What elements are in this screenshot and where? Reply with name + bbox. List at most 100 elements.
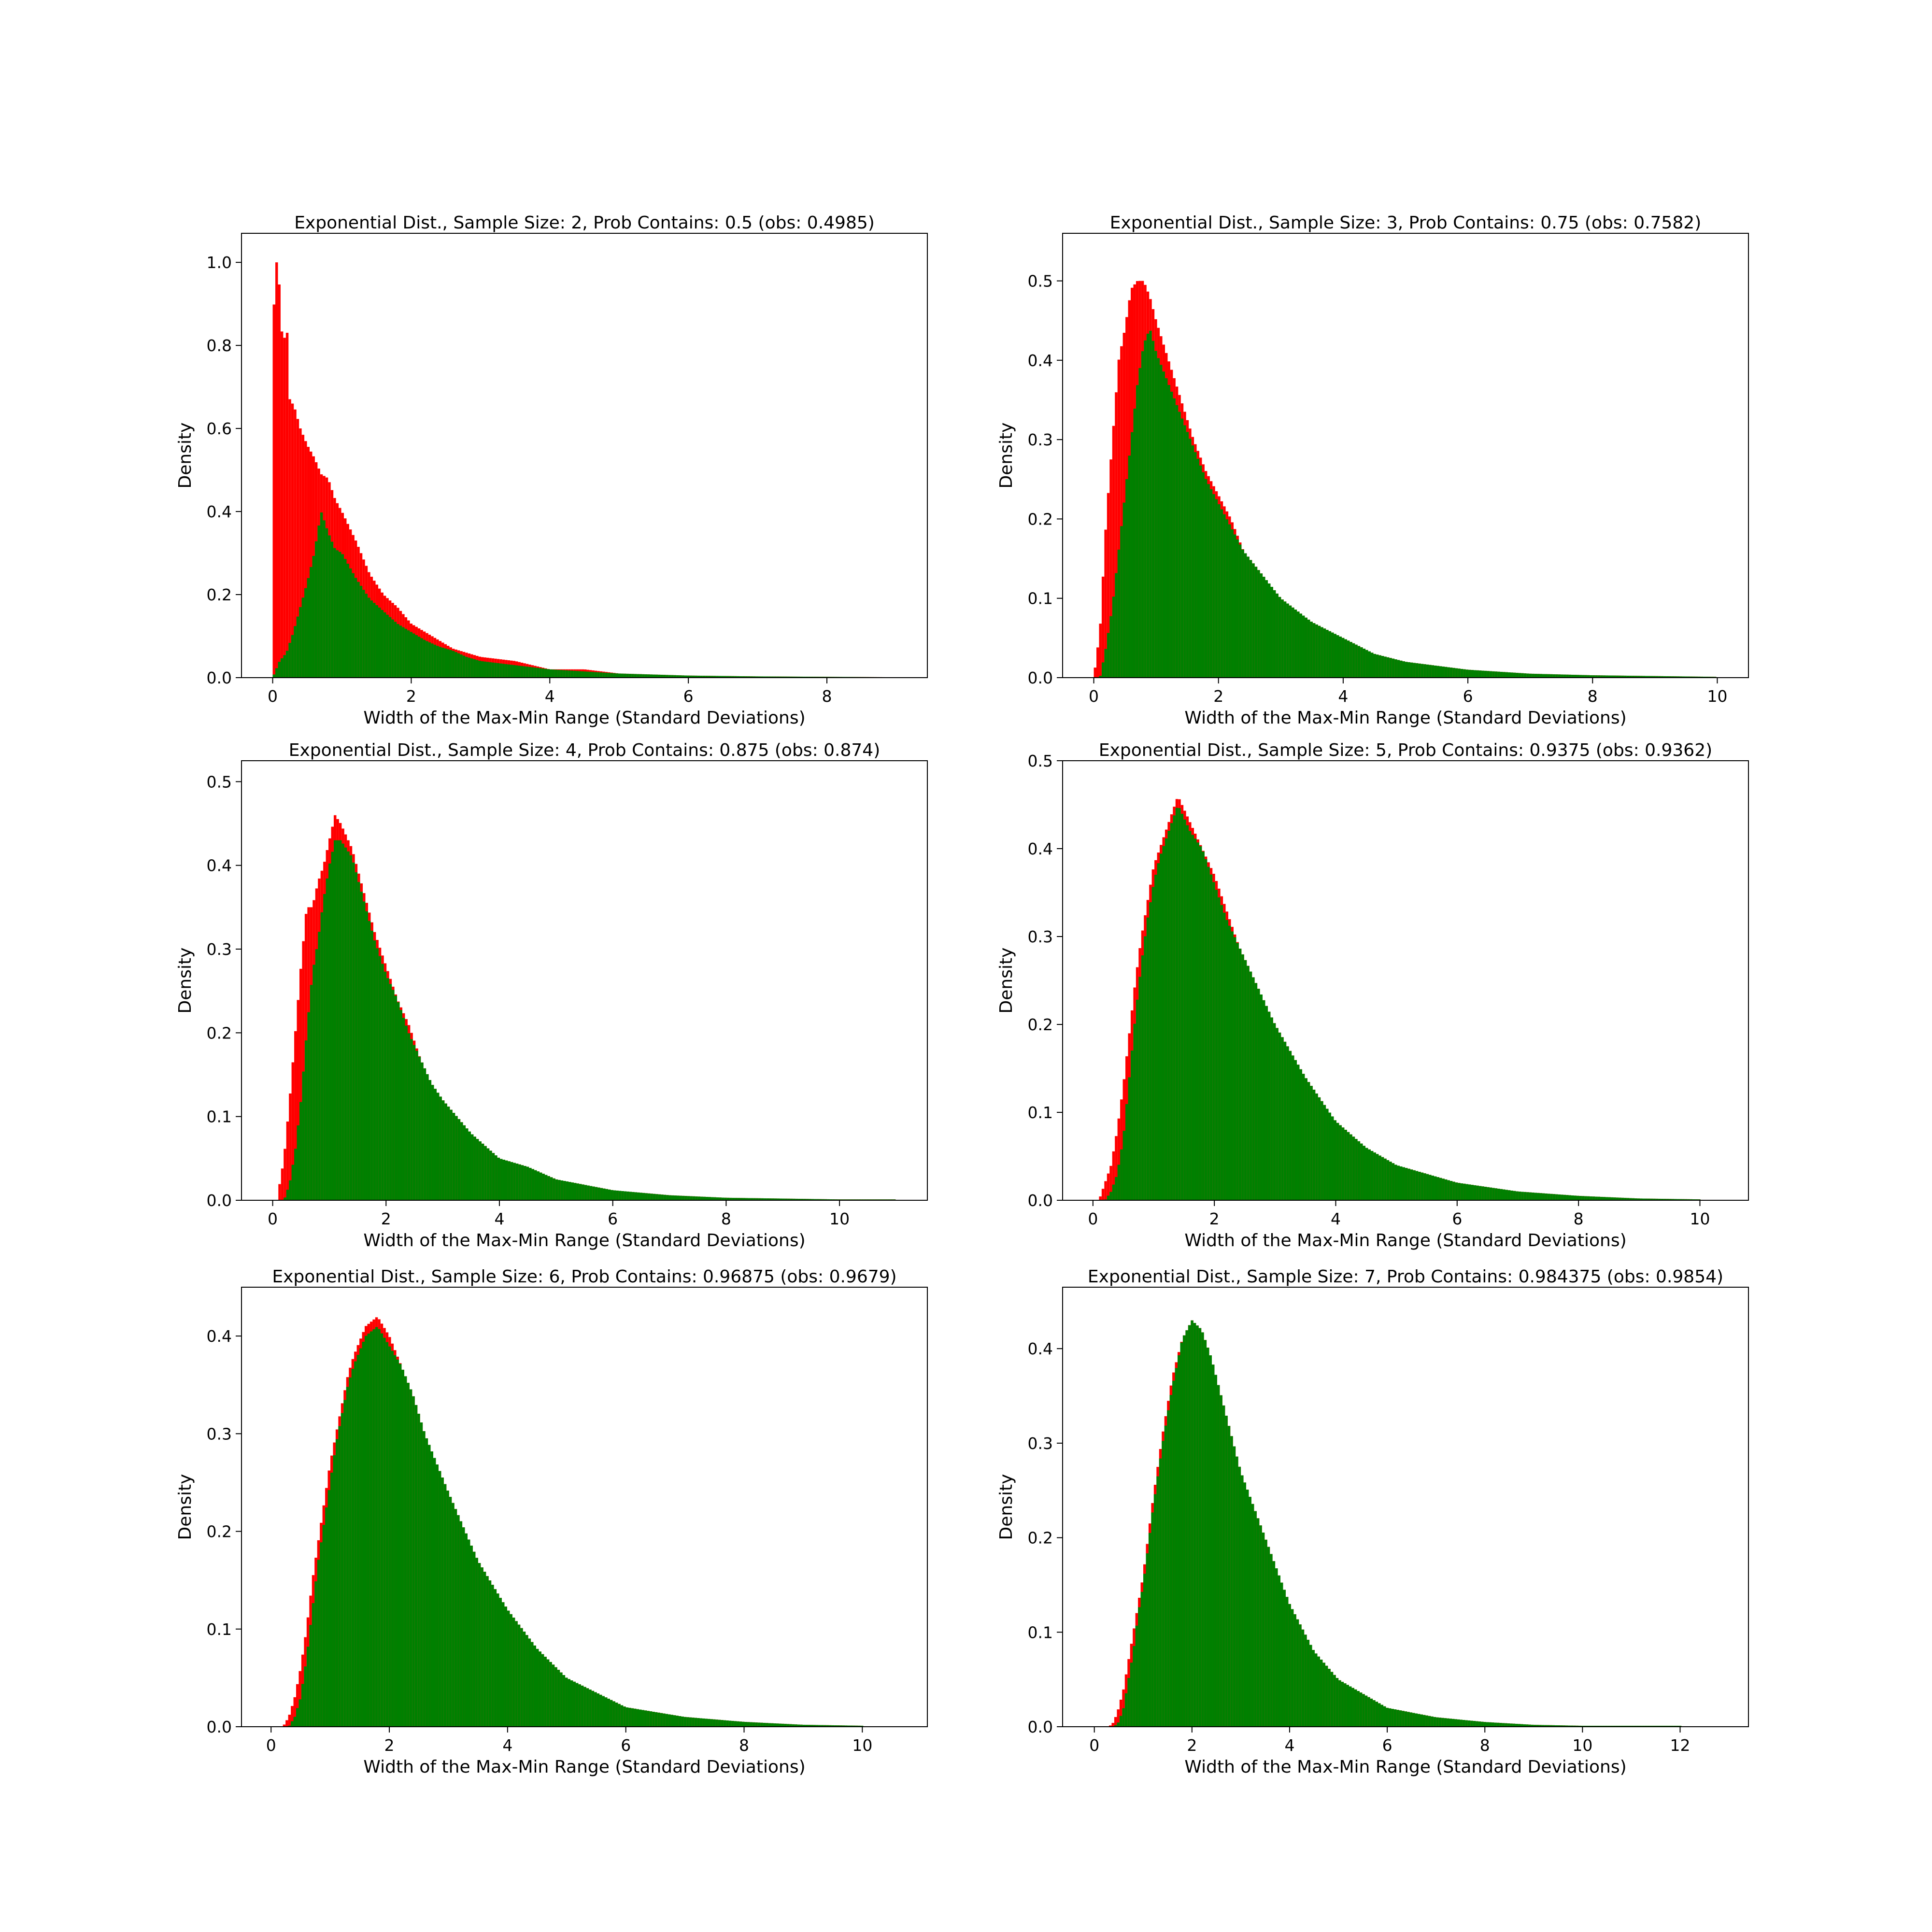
histogram-bar [1422, 1715, 1426, 1727]
histogram-bar [553, 1178, 555, 1200]
histogram-bar [518, 1164, 521, 1200]
histogram-bar [679, 1195, 682, 1201]
histogram-bar [721, 676, 724, 678]
histogram-bar [676, 675, 679, 678]
histogram-bar [1218, 504, 1221, 678]
histogram-bar [763, 1722, 766, 1727]
histogram-bar [655, 674, 658, 678]
histogram-bar [1481, 1721, 1484, 1727]
histogram-bar [1402, 661, 1406, 678]
histogram-bar [284, 1197, 286, 1200]
histogram-bar [1592, 675, 1595, 678]
histogram-bar [1391, 1709, 1394, 1727]
histogram-bar [1336, 635, 1339, 678]
histogram-bar [1655, 676, 1659, 678]
histogram-bar [1592, 1196, 1595, 1200]
histogram-bar [520, 666, 524, 678]
histogram-bar [599, 672, 603, 678]
y-tick-label: 0.1 [207, 1108, 232, 1126]
histogram-bar [1136, 999, 1139, 1200]
histogram-bar [684, 1196, 687, 1200]
histogram-bar [409, 1389, 412, 1727]
histogram-bar [1357, 1141, 1361, 1200]
histogram-bar [1397, 660, 1400, 678]
histogram-bar [1632, 676, 1635, 678]
histogram-bar [423, 1068, 426, 1200]
histogram-bar [378, 956, 382, 1200]
histogram-bar [1114, 1717, 1117, 1727]
histogram-bar [1280, 1582, 1283, 1727]
histogram-bar [1107, 1173, 1110, 1200]
histogram-bar [1658, 676, 1661, 678]
histogram-bar [426, 1074, 429, 1200]
histogram-bar [1637, 676, 1640, 678]
histogram-bar [647, 1711, 650, 1727]
histogram-bar [1428, 1716, 1431, 1727]
histogram-bar [1648, 1198, 1650, 1200]
histogram-bar [280, 658, 284, 678]
histogram-bar [1099, 676, 1102, 678]
histogram-bar [280, 331, 284, 678]
histogram-bar [1133, 1023, 1136, 1200]
histogram-bar [637, 674, 639, 678]
histogram-bar [639, 1709, 642, 1727]
histogram-bar [284, 1149, 286, 1200]
histogram-bar [750, 1198, 753, 1200]
histogram-bar [1531, 1724, 1534, 1727]
histogram-bar [757, 1722, 761, 1727]
histogram-bar [636, 1709, 639, 1727]
histogram-bar [1460, 668, 1463, 678]
histogram-bar [792, 1724, 795, 1727]
histogram-bar [1373, 1700, 1376, 1727]
histogram-bar [275, 262, 278, 678]
histogram-bar [1653, 676, 1656, 678]
histogram-bar [625, 1707, 629, 1727]
histogram-bar [1626, 676, 1630, 678]
histogram-bar [341, 1413, 344, 1727]
histogram-bar [359, 1348, 362, 1727]
histogram-bar [1413, 663, 1416, 678]
histogram-bar [1537, 1193, 1540, 1200]
histogram-bar [822, 1199, 824, 1200]
histogram-bar [1169, 1395, 1173, 1727]
histogram-bar [1272, 1561, 1276, 1727]
histogram-bar [444, 648, 447, 678]
histogram-bar [1679, 676, 1682, 678]
y-axis-label: Density [175, 1474, 195, 1540]
histogram-bar [1407, 662, 1410, 678]
histogram-bar [566, 1181, 569, 1200]
histogram-bar [373, 940, 376, 1200]
histogram-bar [320, 512, 323, 678]
histogram-bar [708, 1719, 710, 1727]
histogram-bar [460, 1122, 463, 1200]
histogram-bar [1305, 1078, 1307, 1200]
histogram-bar [1539, 1193, 1542, 1200]
histogram-bar [1328, 1112, 1332, 1200]
histogram-bar [787, 1198, 790, 1200]
histogram-bar [766, 1723, 768, 1727]
histogram-bar [1278, 1032, 1281, 1200]
histogram-bar [294, 1031, 297, 1200]
histogram-bar [592, 1186, 595, 1200]
histogram-bar [302, 1071, 305, 1200]
histogram-bar [723, 1720, 726, 1727]
histogram-bar [1273, 590, 1276, 678]
histogram-bar [470, 1546, 473, 1727]
histogram-bar [363, 901, 366, 1200]
histogram-bar [444, 1103, 447, 1200]
histogram-bar [447, 1107, 450, 1200]
histogram-bar [536, 1648, 539, 1727]
histogram-bar [1209, 489, 1213, 678]
histogram-bar [1135, 1625, 1138, 1727]
histogram-bar [1610, 1197, 1614, 1200]
histogram-bar [489, 1151, 492, 1200]
histogram-bar [726, 676, 729, 678]
histogram-bar [618, 1191, 622, 1200]
histogram-bar [850, 1725, 853, 1727]
histogram-bar [702, 1718, 705, 1727]
histogram-bar [560, 1180, 564, 1200]
histogram-bar [1188, 1325, 1191, 1727]
y-tick-label: 0.4 [1028, 839, 1053, 858]
histogram-bar [1289, 605, 1292, 678]
histogram-bar [517, 1624, 521, 1727]
